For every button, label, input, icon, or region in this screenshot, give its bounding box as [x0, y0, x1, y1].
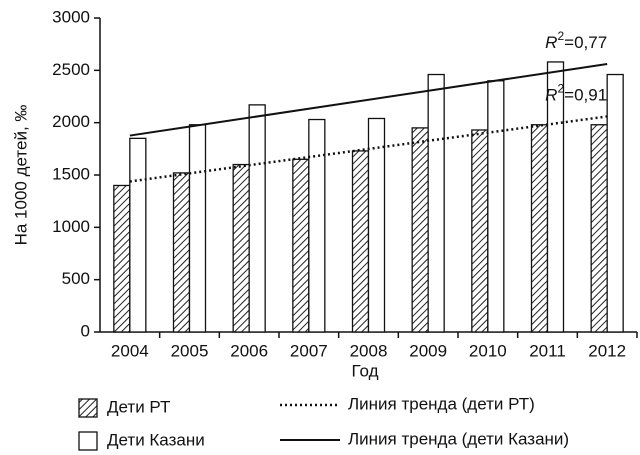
x-tick-label: 2007 — [290, 341, 328, 360]
r-sup: 2 — [557, 29, 564, 43]
y-tick-label: 1500 — [52, 164, 90, 183]
x-tick-label: 2012 — [588, 341, 626, 360]
y-tick-label: 3000 — [52, 7, 90, 26]
bar — [606, 73, 624, 333]
x-axis-label: Год — [351, 361, 378, 380]
x-tick-label: 2011 — [529, 341, 566, 360]
x-tick-label: 2005 — [171, 341, 209, 360]
bar — [351, 150, 370, 333]
bar — [427, 73, 445, 333]
y-axis-label: На 1000 детей, ‰ — [11, 105, 30, 246]
bar — [590, 124, 608, 333]
bar — [530, 124, 549, 333]
x-tick-label: 2006 — [230, 341, 268, 360]
bar — [487, 80, 505, 333]
bar — [232, 163, 250, 333]
bar — [188, 124, 207, 333]
r-sup: 2 — [557, 82, 564, 96]
y-tick-label: 0 — [81, 321, 90, 340]
bar — [471, 129, 489, 333]
r-squared-label: R2=0,77 — [545, 29, 607, 52]
legend-label: Дети РТ — [107, 397, 170, 416]
legend-label: Дети Казани — [107, 430, 205, 449]
bar — [292, 158, 310, 333]
x-tick-label: 2008 — [350, 341, 388, 360]
legend-swatch — [78, 431, 98, 451]
legend-swatch — [78, 398, 98, 418]
trend-line — [129, 62, 608, 137]
r-label: R — [545, 86, 557, 105]
bar — [308, 118, 326, 333]
x-tick-label: 2004 — [111, 341, 149, 360]
bar — [248, 104, 266, 333]
bar — [172, 172, 191, 333]
r-label: R — [545, 33, 557, 52]
r-value: =0,91 — [564, 86, 607, 105]
legend-label: Линия тренда (дети РТ) — [348, 394, 535, 413]
y-tick-label: 2500 — [52, 60, 90, 79]
x-tick-label: 2010 — [469, 341, 507, 360]
legend-label: Линия тренда (дети Казани) — [348, 429, 569, 448]
bar — [129, 137, 147, 333]
bar — [411, 127, 429, 333]
r-squared-label: R2=0,91 — [545, 82, 607, 105]
bar — [367, 117, 386, 333]
x-tick-label: 2009 — [409, 341, 447, 360]
r-value: =0,77 — [564, 33, 607, 52]
y-tick-label: 2000 — [52, 112, 90, 131]
bar — [546, 61, 565, 333]
bar — [113, 184, 131, 333]
y-tick-label: 500 — [62, 269, 90, 288]
y-tick-label: 1000 — [52, 217, 90, 236]
trend-line — [129, 115, 608, 183]
